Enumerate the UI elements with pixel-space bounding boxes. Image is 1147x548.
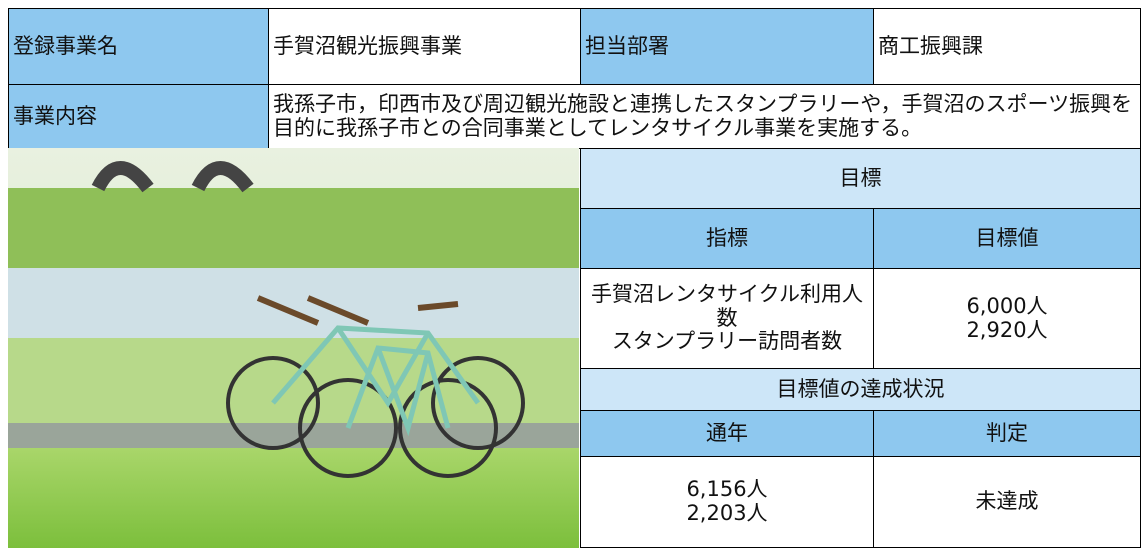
header-cell: 判定 <box>873 410 1141 457</box>
value-cell: 手賀沼観光振興事業 <box>268 8 581 85</box>
target-cell: 6,000人 2,920人 <box>873 268 1141 369</box>
label-cell: 登録事業名 <box>8 8 269 85</box>
water <box>8 268 579 338</box>
target: 6,000人 <box>966 293 1048 318</box>
result: 2,203人 <box>686 501 768 525</box>
label-cell: 担当部署 <box>580 8 874 85</box>
label-cell: 事業内容 <box>8 84 269 149</box>
grass <box>8 448 579 548</box>
indicator: 手賀沼レンタサイクル利用人数 <box>591 282 863 330</box>
value-cell: 商工振興課 <box>873 8 1141 85</box>
photo <box>8 148 579 548</box>
header-cell: 通年 <box>580 410 874 457</box>
section-title: 目標 <box>580 148 1141 209</box>
target: 2,920人 <box>966 317 1048 342</box>
header-cell: 指標 <box>580 208 874 269</box>
hedge <box>8 188 579 268</box>
result-cell: 6,156人 2,203人 <box>580 456 874 548</box>
indicator-cell: 手賀沼レンタサイクル利用人数 スタンプラリー訪問者数 <box>580 268 874 369</box>
section-title: 目標値の達成状況 <box>580 368 1141 411</box>
judgement-cell: 未達成 <box>873 456 1141 548</box>
result: 6,156人 <box>686 477 768 502</box>
header-cell: 目標値 <box>873 208 1141 269</box>
description-cell: 我孫子市，印西市及び周辺観光施設と連携したスタンプラリーや，手賀沼のスポーツ振興… <box>268 84 1141 149</box>
indicator: スタンプラリー訪問者数 <box>611 329 843 354</box>
bicycles <box>226 295 525 478</box>
pipes <box>91 161 254 193</box>
